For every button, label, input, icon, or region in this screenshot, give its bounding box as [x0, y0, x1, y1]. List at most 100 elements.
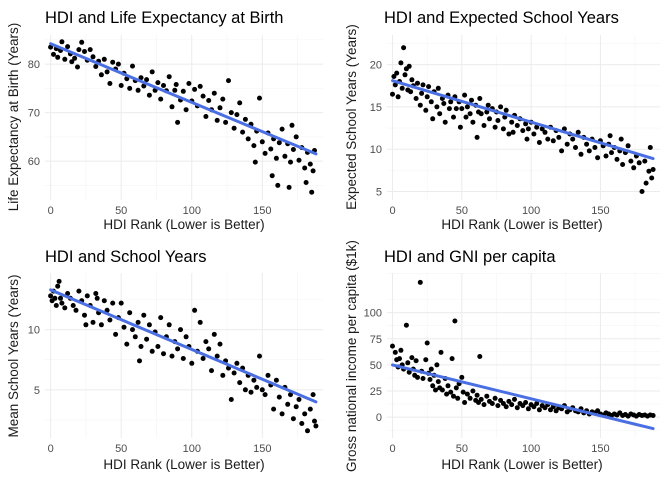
data-point — [137, 358, 142, 364]
data-point — [578, 151, 584, 157]
data-point — [189, 360, 195, 366]
data-point — [424, 94, 430, 100]
data-point — [603, 153, 609, 159]
data-point — [269, 173, 275, 179]
panel-gni: 0 50 100 150 0 25 50 75 100 HDI and GNI per capit… — [344, 240, 660, 472]
data-point — [296, 397, 302, 402]
data-point — [206, 346, 212, 352]
data-point — [539, 126, 545, 132]
data-point — [495, 118, 501, 123]
data-point — [242, 387, 248, 393]
data-point — [51, 51, 56, 57]
data-point — [534, 124, 540, 130]
data-point — [643, 180, 649, 186]
data-point — [73, 307, 79, 313]
data-point — [101, 298, 107, 304]
data-point — [424, 340, 430, 346]
data-point — [614, 156, 620, 162]
data-point — [59, 300, 65, 306]
data-point — [303, 180, 309, 185]
data-point — [251, 377, 257, 383]
y-tick-label: 5 — [34, 385, 40, 397]
data-point — [59, 39, 65, 45]
data-point — [457, 124, 463, 130]
data-point — [423, 107, 429, 113]
data-point — [455, 395, 461, 401]
data-point — [135, 87, 141, 93]
data-point — [512, 396, 517, 402]
trend-line — [49, 42, 318, 156]
data-point — [463, 114, 469, 120]
data-point — [397, 356, 402, 362]
chart-title: HDI and Life Expectancy at Birth — [45, 9, 283, 27]
data-point — [510, 129, 516, 135]
data-point — [500, 126, 506, 132]
data-point — [293, 404, 299, 410]
data-point — [439, 387, 445, 393]
data-point — [110, 59, 116, 65]
grid-life-expectancy — [45, 35, 323, 200]
data-point — [65, 291, 71, 296]
data-point — [607, 133, 613, 139]
data-point — [487, 116, 492, 122]
x-tick-label: 50 — [115, 443, 127, 455]
data-point — [509, 402, 515, 408]
data-point — [262, 150, 268, 156]
data-point — [124, 341, 130, 347]
x-tick-label: 0 — [389, 205, 395, 217]
chart-title: HDI and School Years — [45, 248, 206, 266]
data-point — [175, 119, 181, 125]
data-point — [398, 60, 404, 66]
data-point — [420, 376, 426, 381]
data-point — [523, 400, 529, 405]
data-point — [302, 165, 308, 171]
data-point — [231, 370, 237, 376]
data-point — [84, 293, 90, 299]
data-point — [437, 111, 443, 117]
data-point — [434, 362, 440, 368]
data-point — [460, 389, 466, 395]
panel-mean-school: 0 50 100 150 5 10 HDI and School Years HDI Rank… — [6, 248, 323, 472]
data-point — [445, 383, 451, 389]
data-point — [186, 81, 192, 86]
data-point — [231, 125, 237, 131]
data-point — [474, 134, 480, 140]
data-point — [200, 93, 206, 99]
data-point — [462, 400, 468, 405]
y-tick-label: 20 — [370, 60, 382, 72]
data-point — [203, 339, 209, 345]
x-tick-label: 100 — [522, 443, 540, 455]
data-point — [419, 90, 425, 96]
data-point — [449, 356, 455, 362]
data-point — [273, 377, 279, 383]
data-point — [430, 383, 436, 389]
data-point — [273, 155, 279, 161]
data-point — [245, 136, 251, 142]
data-point — [289, 122, 295, 128]
x-tick-label: 100 — [183, 205, 201, 217]
points-expected-school — [390, 45, 656, 194]
x-tick-label: 100 — [522, 205, 540, 217]
data-point — [90, 54, 96, 60]
data-point — [98, 72, 104, 78]
y-tick-label: 50 — [370, 360, 382, 372]
y-axis-label: Gross national income per capita ($1k) — [344, 240, 359, 472]
x-tick-label: 150 — [253, 205, 271, 217]
data-point — [639, 189, 645, 194]
data-point — [609, 150, 614, 156]
x-axis-label: HDI Rank (Lower is Better) — [441, 457, 602, 472]
data-point — [87, 47, 93, 53]
data-point — [118, 300, 124, 306]
data-point — [203, 114, 209, 119]
data-point — [453, 385, 459, 391]
data-point — [158, 96, 164, 102]
data-point — [467, 395, 473, 401]
data-point — [90, 319, 96, 325]
data-point — [435, 379, 441, 385]
y-tick-label: 5 — [376, 187, 382, 199]
data-point — [545, 136, 551, 142]
trend-line — [49, 288, 318, 404]
data-point — [98, 322, 104, 328]
data-point — [138, 344, 144, 349]
